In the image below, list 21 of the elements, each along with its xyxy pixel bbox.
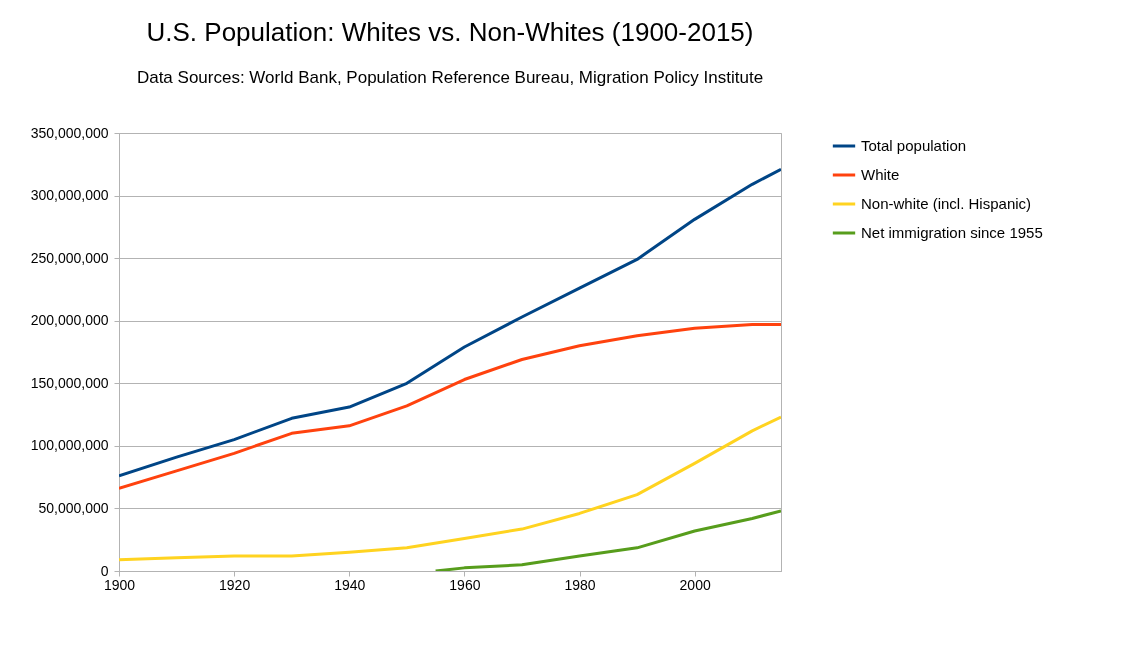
legend-label: Non-white (incl. Hispanic)	[861, 195, 1032, 212]
x-tick-label: 1960	[449, 576, 481, 593]
chart-title: U.S. Population: Whites vs. Non-Whites (1900-2015)	[146, 17, 754, 47]
y-tick-label: 250,000,000	[30, 249, 109, 266]
y-tick-label: 300,000,000	[30, 187, 109, 204]
y-tick-label: 350,000,000	[30, 124, 109, 141]
x-tick-label: 1920	[219, 576, 251, 593]
y-tick-label: 0	[100, 562, 109, 579]
x-tick-label: 2000	[679, 576, 711, 593]
y-tick-label: 200,000,000	[30, 312, 109, 329]
x-tick-label: 1940	[334, 576, 366, 593]
chart-subtitle: Data Sources: World Bank, Population Reference Bureau, Migration Policy Institute	[136, 68, 764, 87]
x-tick-label: 1980	[564, 576, 596, 593]
x-tick-label: 1900	[103, 576, 136, 593]
y-tick-label: 100,000,000	[30, 437, 109, 454]
legend-label: Net immigration since 1955	[861, 224, 1043, 241]
legend-label: White	[861, 166, 900, 183]
line-series	[434, 509, 781, 571]
legend-label: Total population	[861, 137, 967, 154]
y-tick-label: 50,000,000	[38, 499, 109, 516]
y-tick-label: 150,000,000	[30, 374, 109, 391]
